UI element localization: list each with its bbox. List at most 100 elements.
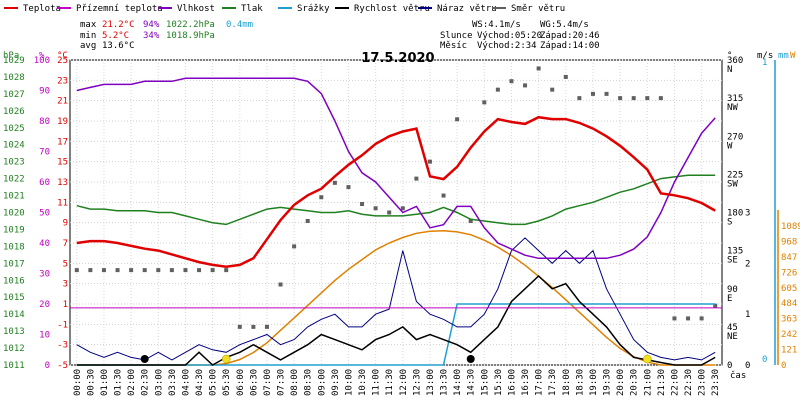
tick-hpa: 1028 (3, 73, 25, 83)
tick-x: 17:00 (535, 369, 545, 396)
tick-degc: 9 (63, 219, 68, 229)
tick-dir: 315 (727, 94, 743, 104)
tick-degc: 5 (63, 259, 68, 269)
tick-wm2: 847 (781, 253, 797, 263)
legend-label-4: Srážky (297, 4, 330, 14)
series-wind-speed (76, 274, 716, 366)
info-sunrise: Východ:05:20 (477, 31, 542, 41)
wind-dir-mark (278, 282, 283, 287)
tick-pct: 0 (45, 361, 50, 371)
legend-label-7: Směr větru (511, 4, 565, 14)
wind-dir-mark (400, 206, 405, 211)
tick-degc: 25 (57, 56, 68, 66)
tick-pct: 100 (34, 56, 50, 66)
tick-hpa: 1026 (3, 107, 25, 117)
tick-x: 21:00 (643, 369, 653, 396)
tick-wm2: 242 (781, 330, 797, 340)
wind-dir-mark (210, 268, 215, 273)
tick-x: 15:30 (494, 369, 504, 396)
axis-unit-pct: % (39, 51, 45, 61)
info-block: WS:4.1m/s WG:5.4m/s Slunce Východ:05:20 … (440, 20, 600, 51)
legend: Teplota Přízemní teplota Vlhkost Tlak Srážky… (4, 4, 565, 14)
wind-dir-mark (563, 74, 568, 79)
tick-pct: 90 (39, 87, 50, 97)
tick-wm2: 605 (781, 284, 797, 294)
tick-x: 19:00 (589, 369, 599, 396)
tick-ms: 2 (745, 259, 750, 269)
wind-dir-mark (305, 218, 310, 223)
tick-dir-name: NW (727, 103, 738, 113)
tick-x: 07:30 (277, 369, 287, 396)
stat-avg-label: avg (80, 41, 96, 51)
tick-dir: 135 (727, 247, 743, 257)
tick-pct: 20 (39, 300, 50, 310)
tick-x: 01:00 (100, 369, 110, 396)
wind-dir-mark (577, 96, 582, 101)
tick-degc: 23 (57, 76, 68, 86)
tick-x: 08:00 (290, 369, 300, 396)
tick-x: 04:30 (195, 369, 205, 396)
axis-unit-deg: ° (727, 51, 732, 61)
chart-title: 17.5.2020 (361, 51, 434, 66)
tick-x: 14:00 (453, 369, 463, 396)
wind-dir-mark (224, 268, 229, 273)
wind-dir-mark (101, 268, 106, 273)
tick-x: 09:00 (317, 369, 327, 396)
wind-dir-mark (604, 91, 609, 96)
info-sun-label: Slunce (440, 31, 473, 41)
wind-dir-mark (713, 303, 718, 308)
tick-hpa: 1024 (3, 141, 25, 151)
tick-hpa: 1023 (3, 158, 25, 168)
wind-dir-mark (618, 96, 623, 101)
stat-avg-temp: 13.6°C (102, 41, 135, 51)
tick-wm2: 484 (781, 299, 797, 309)
wind-dir-mark (672, 316, 677, 321)
axis-unit-wm2: W (790, 51, 796, 61)
tick-x: 12:00 (399, 369, 409, 396)
tick-x: 17:30 (548, 369, 558, 396)
wind-dir-mark (183, 268, 188, 273)
wind-dir-mark (360, 202, 365, 207)
tick-dir: 180 (727, 209, 743, 219)
series-humidity (76, 77, 716, 260)
legend-label-3: Tlak (241, 4, 263, 14)
wind-dir-mark (142, 268, 147, 273)
tick-pct: 10 (39, 331, 50, 341)
tick-wm2: 968 (781, 237, 797, 247)
wind-dir-mark (509, 79, 514, 84)
tick-x: 06:30 (249, 369, 259, 396)
moon-marker (466, 355, 475, 363)
wind-dir-mark (414, 176, 419, 181)
tick-x: 01:30 (114, 369, 124, 396)
tick-hpa: 1011 (3, 361, 25, 371)
tick-hpa: 1015 (3, 293, 25, 303)
tick-dir: 360 (727, 56, 743, 66)
tick-pct: 70 (39, 148, 50, 158)
tick-degc: -3 (57, 341, 68, 351)
tick-x: 05:00 (209, 369, 219, 396)
tick-dir: 225 (727, 170, 743, 180)
tick-dir: 45 (727, 323, 738, 333)
tick-degc: 15 (57, 158, 68, 168)
tick-ms: 3 (745, 209, 750, 219)
tick-x: 23:00 (698, 369, 708, 396)
tick-dir-name: E (727, 294, 732, 304)
tick-dir-name: S (727, 218, 732, 228)
wind-dir-mark (495, 87, 500, 92)
series (70, 66, 722, 366)
wind-dir-mark (658, 96, 663, 101)
stat-min-press: 1018.9hPa (166, 31, 215, 41)
wind-dir-mark (427, 159, 432, 164)
tick-pct: 60 (39, 178, 50, 188)
tick-degc: -1 (57, 320, 68, 330)
stat-max-rain: 0.4mm (226, 20, 253, 30)
tick-hpa: 1025 (3, 124, 25, 134)
tick-dir-name: NE (727, 332, 738, 342)
axis-unit-mm: mm (778, 51, 789, 61)
stat-max-press: 1022.2hPa (166, 20, 215, 30)
axis-unit-ms: m/s (757, 51, 773, 61)
legend-label-0: Teplota (23, 4, 61, 14)
wind-dir-mark (264, 324, 269, 329)
tick-wm2: 0 (781, 361, 786, 371)
wind-dir-mark (550, 87, 555, 92)
